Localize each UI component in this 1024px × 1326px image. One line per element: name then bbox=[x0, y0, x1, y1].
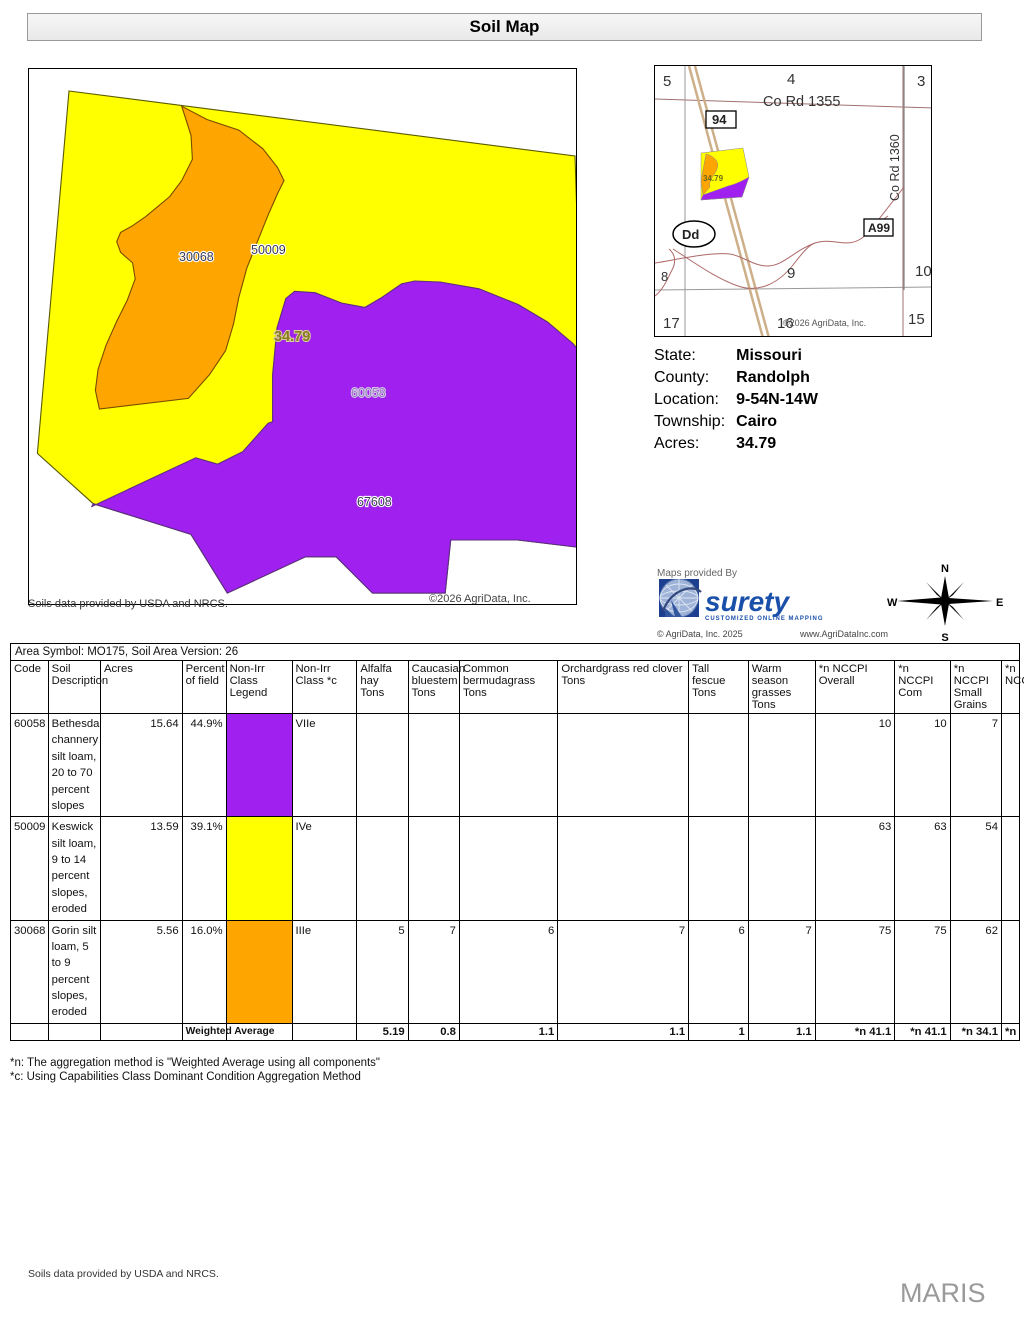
svg-text:50009: 50009 bbox=[251, 243, 286, 257]
svg-text:surety: surety bbox=[705, 586, 790, 617]
svg-text:8: 8 bbox=[661, 269, 668, 284]
svg-text:34.79: 34.79 bbox=[703, 174, 724, 183]
svg-text:94: 94 bbox=[712, 112, 727, 127]
svg-text:10: 10 bbox=[915, 263, 932, 280]
svg-text:17: 17 bbox=[663, 315, 680, 332]
svg-text:©2026 AgriData, Inc.: ©2026 AgriData, Inc. bbox=[429, 593, 531, 605]
svg-text:3: 3 bbox=[917, 73, 925, 90]
svg-text:W: W bbox=[887, 597, 898, 609]
svg-text:5: 5 bbox=[663, 73, 671, 90]
svg-text:N: N bbox=[941, 563, 949, 575]
svg-text:60058: 60058 bbox=[351, 386, 386, 400]
svg-text:9: 9 bbox=[787, 265, 795, 282]
svg-text:67608: 67608 bbox=[357, 495, 392, 509]
svg-text:Co Rd 1355: Co Rd 1355 bbox=[763, 94, 840, 110]
svg-text:4: 4 bbox=[787, 71, 795, 88]
svg-text:©2026 AgriData, Inc.: ©2026 AgriData, Inc. bbox=[783, 318, 866, 328]
svg-text:Dd: Dd bbox=[682, 227, 699, 242]
svg-text:A99: A99 bbox=[868, 221, 890, 235]
svg-text:34.79: 34.79 bbox=[274, 329, 310, 345]
svg-text:S: S bbox=[941, 632, 948, 643]
svg-text:15: 15 bbox=[908, 311, 925, 328]
svg-text:CUSTOMIZED ONLINE MAPPING: CUSTOMIZED ONLINE MAPPING bbox=[705, 616, 824, 622]
svg-text:E: E bbox=[996, 597, 1003, 609]
svg-text:Co Rd 1360: Co Rd 1360 bbox=[888, 134, 902, 201]
svg-text:30068: 30068 bbox=[179, 250, 214, 264]
